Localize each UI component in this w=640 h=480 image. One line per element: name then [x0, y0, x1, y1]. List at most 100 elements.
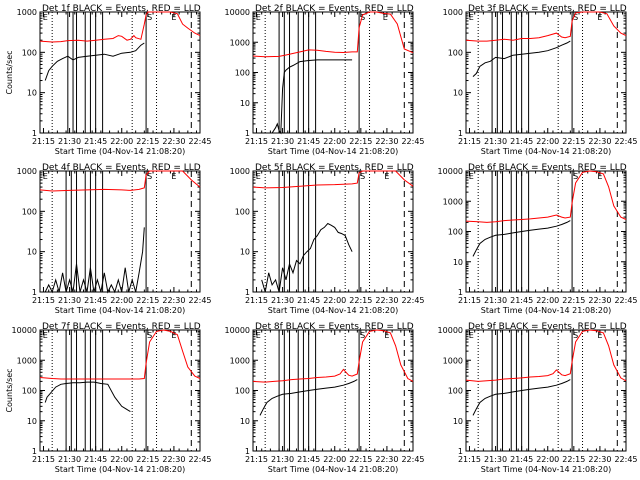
y-tick-label: 100 — [235, 387, 250, 396]
x-tick-label: 21:15 — [245, 296, 268, 305]
flag-label: S — [360, 13, 365, 22]
x-tick-label: 21:30 — [484, 137, 507, 146]
x-tick-label: 22:00 — [536, 296, 559, 305]
x-tick-label: 21:45 — [84, 137, 107, 146]
plot-frame — [39, 329, 201, 452]
x-tick-label: 22:30 — [375, 455, 398, 464]
series-lld-line — [39, 170, 201, 192]
flag-label: E — [43, 331, 48, 340]
x-tick-label: 21:45 — [297, 137, 320, 146]
series-lld-line — [39, 11, 201, 43]
panel-det-1: Det 1f BLACK = Events, RED = LLD 1 10 100 10… — [5, 4, 212, 156]
flag-label: E — [384, 172, 389, 181]
x-tick-label: 22:00 — [323, 296, 346, 305]
x-tick-label: 21:45 — [297, 296, 320, 305]
x-tick-label: 22:45 — [188, 296, 211, 305]
x-tick-label: 21:45 — [84, 455, 107, 464]
series-events-line — [44, 381, 131, 413]
y-tick-label: 10 — [27, 417, 37, 426]
y-tick-label: 1000 — [443, 356, 463, 365]
x-axis-label: Start Time (04-Nov-14 21:08:20) — [481, 306, 611, 315]
flag-label: E — [597, 13, 602, 22]
flag-label: E — [469, 13, 474, 22]
panel-det-2: Det 2f BLACK = Events, RED = LLD 1 10 100 10… — [225, 4, 425, 156]
y-tick-label: 10 — [240, 417, 250, 426]
y-tick-label: 1 — [458, 288, 463, 297]
x-tick-label: 22:00 — [323, 137, 346, 146]
x-tick-label: 22:00 — [110, 296, 133, 305]
flag-label: S — [360, 172, 365, 181]
flag-label: E — [43, 172, 48, 181]
x-tick-label: 22:30 — [162, 296, 185, 305]
x-tick-label: 21:30 — [58, 455, 81, 464]
series-events-line — [44, 42, 145, 81]
plot-frame — [39, 170, 201, 293]
series-events-line — [259, 379, 358, 416]
x-tick-label: 22:00 — [110, 137, 133, 146]
y-tick-label: 10 — [240, 248, 250, 257]
x-tick-label: 22:45 — [401, 137, 424, 146]
x-tick-label: 22:45 — [614, 137, 637, 146]
flag-label: E — [383, 13, 388, 22]
x-tick-label: 22:00 — [536, 137, 559, 146]
panel-det-9: Det 9f BLACK = Events, RED = LLD 1 10 100 10… — [438, 322, 638, 474]
panel-det-5: Det 5f BLACK = Events, RED = LLD 1 10 100 10… — [230, 163, 425, 315]
x-tick-label: 21:15 — [245, 137, 268, 146]
plot-frame — [465, 11, 627, 134]
y-axis-label: Counts/sec — [5, 50, 14, 94]
y-tick-label: 1000 — [443, 197, 463, 206]
series-events-line — [268, 59, 353, 135]
x-tick-label: 21:30 — [271, 296, 294, 305]
x-tick-label: 22:45 — [188, 137, 211, 146]
panel-title: Det 6f BLACK = Events, RED = LLD — [468, 163, 627, 173]
x-tick-label: 21:45 — [510, 455, 533, 464]
series-lld-line — [465, 329, 627, 382]
x-tick-label: 22:00 — [110, 455, 133, 464]
y-tick-label: 100 — [448, 48, 463, 57]
x-axis-label: Start Time (04-Nov-14 21:08:20) — [55, 465, 185, 474]
series-events-line — [44, 227, 145, 294]
flag-label: E — [171, 331, 176, 340]
x-tick-label: 22:15 — [349, 455, 372, 464]
panel-title: Det 3f BLACK = Events, RED = LLD — [468, 4, 627, 14]
plot-frame — [252, 170, 414, 293]
flag-label: S — [573, 331, 578, 340]
y-tick-label: 1000 — [230, 356, 250, 365]
x-tick-label: 22:15 — [349, 296, 372, 305]
y-tick-label: 1 — [32, 447, 37, 456]
series-events-line — [472, 379, 571, 416]
panel-title: Det 8f BLACK = Events, RED = LLD — [255, 322, 414, 332]
flag-label: S — [147, 13, 152, 22]
flag-label: E — [43, 13, 48, 22]
y-tick-label: 1000 — [17, 8, 37, 17]
x-tick-label: 21:45 — [510, 137, 533, 146]
y-tick-label: 1000 — [17, 356, 37, 365]
x-tick-label: 21:30 — [58, 296, 81, 305]
panel-title: Det 1f BLACK = Events, RED = LLD — [42, 4, 201, 14]
flag-label: E — [597, 331, 602, 340]
x-tick-label: 22:30 — [588, 455, 611, 464]
y-tick-label: 1000 — [17, 167, 37, 176]
flag-label: E — [384, 331, 389, 340]
flag-label: E — [469, 331, 474, 340]
series-lld-line — [252, 170, 414, 189]
panel-title: Det 7f BLACK = Events, RED = LLD — [42, 322, 201, 332]
series-lld-line — [252, 11, 414, 58]
x-tick-label: 22:00 — [536, 455, 559, 464]
x-tick-label: 21:30 — [484, 296, 507, 305]
flag-label: S — [573, 172, 578, 181]
y-tick-label: 10000 — [12, 326, 37, 335]
x-tick-label: 22:30 — [588, 296, 611, 305]
panel-det-4: Det 4f BLACK = Events, RED = LLD 1 10 100 10… — [17, 163, 212, 315]
x-tick-label: 22:15 — [136, 137, 159, 146]
flag-label: E — [171, 172, 176, 181]
x-tick-label: 22:30 — [588, 137, 611, 146]
y-tick-label: 1 — [458, 129, 463, 138]
x-tick-label: 21:15 — [32, 137, 55, 146]
series-lld-line — [252, 329, 414, 383]
flag-label: E — [171, 13, 176, 22]
y-tick-label: 10 — [240, 99, 250, 108]
x-tick-label: 22:45 — [401, 455, 424, 464]
flag-label: S — [147, 172, 152, 181]
